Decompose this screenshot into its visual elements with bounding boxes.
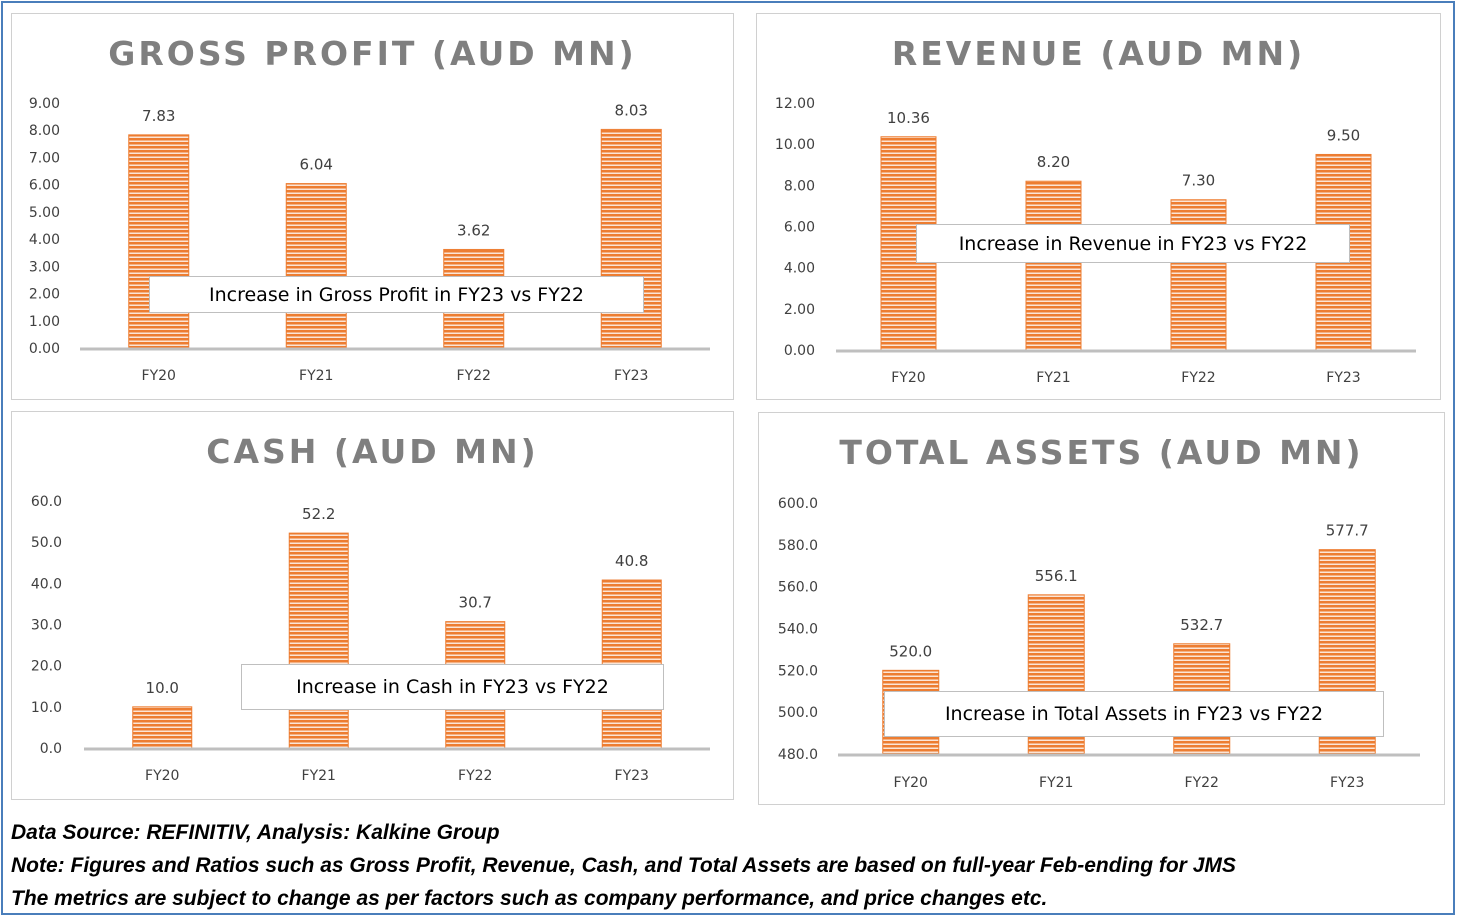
y-tick-label: 8.00 xyxy=(29,123,60,139)
data-label-fy20: 10.0 xyxy=(146,679,179,697)
footer-notes: Data Source: REFINITIV, Analysis: Kalkin… xyxy=(11,816,1441,915)
data-label-fy23: 577.7 xyxy=(1326,522,1369,540)
disclaimer-text: The metrics are subject to change as per… xyxy=(11,887,1048,910)
x-tick-label-fy23: FY23 xyxy=(614,368,648,384)
bar-fy23 xyxy=(600,128,662,349)
bar-chart-svg: 0.00 2.00 4.00 6.00 8.00 10.00 12.00 10.36 FY20 8… xyxy=(775,96,1416,386)
note-text: Note: Figures and Ratios such as Gross P… xyxy=(11,854,1236,877)
y-tick-label: 7.00 xyxy=(29,150,60,166)
bar-chart-svg: 0.00 1.00 2.00 3.00 4.00 5.00 6.00 7.00 8.00 9.00… xyxy=(29,96,710,384)
y-tick-label: 2.00 xyxy=(29,287,60,303)
chart-title: REVENUE (AUD MN) xyxy=(891,34,1306,73)
annotation-callout: Increase in Total Assets in FY23 vs FY22 xyxy=(884,691,1384,737)
y-tick-label: 0.0 xyxy=(40,741,62,757)
data-label-fy21: 6.04 xyxy=(300,156,333,174)
y-tick-label: 10.0 xyxy=(31,700,62,716)
data-label-fy20: 10.36 xyxy=(887,109,930,127)
y-tick-label: 5.00 xyxy=(29,205,60,221)
data-label-fy21: 8.20 xyxy=(1037,153,1070,171)
x-tick-label-fy20: FY20 xyxy=(894,775,928,791)
y-tick-label: 520.0 xyxy=(778,663,818,679)
bar-fy20 xyxy=(132,706,193,749)
data-label-fy22: 3.62 xyxy=(457,221,490,239)
y-tick-label: 40.0 xyxy=(31,576,62,592)
x-tick-label-fy21: FY21 xyxy=(1036,370,1070,386)
data-label-fy23: 40.8 xyxy=(615,552,648,570)
y-tick-label: 50.0 xyxy=(31,535,62,551)
x-tick-label-fy21: FY21 xyxy=(302,768,336,784)
data-label-fy20: 520.0 xyxy=(889,642,932,660)
y-tick-label: 10.00 xyxy=(775,137,815,153)
y-tick-label: 0.00 xyxy=(784,343,815,359)
y-tick-label: 9.00 xyxy=(29,96,60,112)
x-tick-label-fy23: FY23 xyxy=(1326,370,1360,386)
x-tick-label-fy23: FY23 xyxy=(1330,775,1364,791)
x-tick-label-fy20: FY20 xyxy=(891,370,925,386)
y-tick-label: 8.00 xyxy=(784,178,815,194)
annotation-callout: Increase in Gross Profit in FY23 vs FY22 xyxy=(149,276,644,313)
y-tick-label: 2.00 xyxy=(784,302,815,318)
x-tick-label-fy22: FY22 xyxy=(1185,775,1219,791)
y-tick-label: 20.0 xyxy=(31,659,62,675)
y-tick-label: 580.0 xyxy=(778,538,818,554)
chart-title: CASH (AUD MN) xyxy=(206,432,539,471)
y-tick-label: 500.0 xyxy=(778,705,818,721)
bar-fy20 xyxy=(128,134,190,349)
data-label-fy20: 7.83 xyxy=(142,107,175,125)
x-tick-label-fy22: FY22 xyxy=(458,768,492,784)
bar-fy21 xyxy=(288,532,349,749)
y-tick-label: 60.0 xyxy=(31,494,62,510)
x-tick-label-fy20: FY20 xyxy=(145,768,179,784)
y-tick-label: 1.00 xyxy=(29,314,60,330)
data-label-fy22: 7.30 xyxy=(1182,172,1215,190)
data-label-fy23: 8.03 xyxy=(615,101,648,119)
y-tick-label: 560.0 xyxy=(778,580,818,596)
y-tick-label: 600.0 xyxy=(778,496,818,512)
data-label-fy23: 9.50 xyxy=(1327,126,1360,144)
y-tick-label: 4.00 xyxy=(784,261,815,277)
data-label-fy21: 556.1 xyxy=(1035,567,1078,585)
data-label-fy22: 532.7 xyxy=(1180,616,1223,634)
chart-title: GROSS PROFIT (AUD MN) xyxy=(108,34,637,73)
revenue-chart: REVENUE (AUD MN) 0.00 2.00 4.00 6.00 8.00 10.… xyxy=(756,13,1441,400)
y-tick-label: 0.00 xyxy=(29,341,60,357)
chart-title: TOTAL ASSETS (AUD MN) xyxy=(839,433,1364,472)
bar-chart-svg: 480.0 500.0 520.0 540.0 560.0 580.0 600.0 520.0… xyxy=(778,496,1420,791)
bar-fy21 xyxy=(285,183,347,349)
data-source-text: Data Source: REFINITIV, Analysis: Kalkin… xyxy=(11,821,500,844)
y-tick-label: 4.00 xyxy=(29,232,60,248)
annotation-callout: Increase in Cash in FY23 vs FY22 xyxy=(241,664,664,710)
y-tick-label: 540.0 xyxy=(778,622,818,638)
data-label-fy22: 30.7 xyxy=(459,594,492,612)
y-tick-label: 12.00 xyxy=(775,96,815,112)
total-assets-chart: TOTAL ASSETS (AUD MN) 480.0 500.0 520.0 540… xyxy=(758,412,1445,805)
y-tick-label: 30.0 xyxy=(31,618,62,634)
x-tick-label-fy23: FY23 xyxy=(615,768,649,784)
x-tick-label-fy22: FY22 xyxy=(1181,370,1215,386)
data-label-fy21: 52.2 xyxy=(302,505,335,523)
x-tick-label-fy22: FY22 xyxy=(457,368,491,384)
annotation-callout: Increase in Revenue in FY23 vs FY22 xyxy=(916,224,1350,263)
x-tick-label-fy20: FY20 xyxy=(142,368,176,384)
bar-fy22 xyxy=(1170,199,1227,351)
cash-chart: CASH (AUD MN) 0.0 10.0 20.0 30.0 40.0 50.0 60.… xyxy=(11,411,734,800)
y-tick-label: 480.0 xyxy=(778,747,818,763)
y-tick-label: 3.00 xyxy=(29,259,60,275)
gross-profit-chart: GROSS PROFIT (AUD MN) 0.00 1.00 2.00 3.00 4.… xyxy=(11,13,734,400)
y-tick-label: 6.00 xyxy=(784,220,815,236)
x-tick-label-fy21: FY21 xyxy=(299,368,333,384)
bar-fy21 xyxy=(1025,180,1082,351)
bar-chart-svg: 0.0 10.0 20.0 30.0 40.0 50.0 60.0 10.0 FY20 52.2 F… xyxy=(31,494,710,784)
y-tick-label: 6.00 xyxy=(29,178,60,194)
x-tick-label-fy21: FY21 xyxy=(1039,775,1073,791)
